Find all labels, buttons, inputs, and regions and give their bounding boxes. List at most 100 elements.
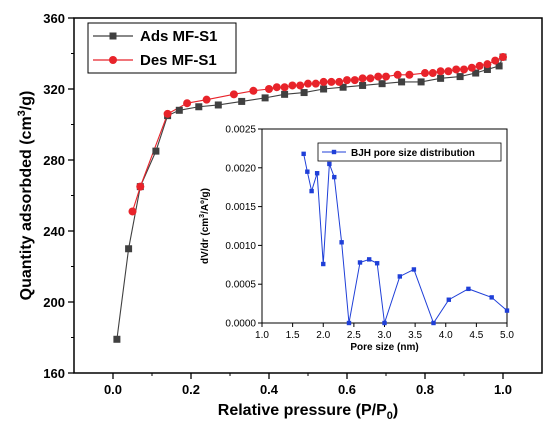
des-data-point xyxy=(374,72,383,81)
bjh-data-point xyxy=(489,295,494,300)
main-axis-ticks: 0.0 0.2 0.4 0.6 0.8 1.0 160 200 240 280 320 360 xyxy=(43,11,512,397)
ads-data-point xyxy=(378,80,386,88)
ads-data-point xyxy=(483,65,491,73)
inset-y-axis-title: dV/dr (cm3/Aº/g) xyxy=(199,188,211,264)
main-series-layer xyxy=(113,53,507,343)
main-x-axis-title-base: Relative pressure (P/P xyxy=(218,402,387,419)
des-data-point xyxy=(483,60,492,69)
des-data-point xyxy=(467,63,476,72)
ads-data-point xyxy=(195,103,203,111)
inset-x-tick-label: 1.0 xyxy=(255,330,269,341)
inset-x-tick-label: 5.0 xyxy=(500,330,514,341)
inset-x-tick-label: 3.5 xyxy=(408,330,422,341)
des-data-point xyxy=(183,99,192,108)
ads-data-point xyxy=(339,83,347,91)
bjh-data-point xyxy=(382,320,387,326)
ads-data-point xyxy=(238,97,246,105)
bjh-data-point xyxy=(446,297,452,302)
inset-y-tick-label: 0.0000 xyxy=(225,319,256,330)
inset-legend: BJH pore size distribution xyxy=(317,142,502,162)
des-data-point xyxy=(343,76,351,85)
des-data-point xyxy=(491,56,500,65)
des-data-point xyxy=(163,109,172,118)
inset-x-tick-label: 4.0 xyxy=(439,330,453,341)
inset-series-layer xyxy=(301,151,510,326)
ads-data-point xyxy=(320,85,328,93)
inset-y-axis-title-base: dV/dr (cm xyxy=(200,218,211,264)
bjh-data-point xyxy=(339,240,344,245)
des-data-point xyxy=(366,74,375,83)
ads-data-point xyxy=(359,81,367,89)
des-data-point xyxy=(202,95,211,104)
des-data-point xyxy=(280,83,289,92)
inset-y-axis-title-tail: /Aº/g) xyxy=(200,188,211,214)
main-y-axis-title: Quantity adsorbded (cm3/g) xyxy=(16,91,35,301)
main-x-tick-label: 0.2 xyxy=(182,382,200,397)
main-y-axis-title-tail: /g) xyxy=(18,91,35,111)
ads-data-point xyxy=(175,106,183,114)
main-y-tick-label: 320 xyxy=(43,82,65,97)
inset-y-tick-label: 0.0015 xyxy=(225,202,256,213)
main-x-tick-label: 0.4 xyxy=(260,382,279,397)
des-data-point xyxy=(436,67,445,76)
des-data-point xyxy=(311,79,320,88)
main-x-axis-title-subscript: 0 xyxy=(387,410,393,422)
bjh-data-point xyxy=(346,320,352,326)
inset-y-tick-label: 0.0010 xyxy=(225,241,256,252)
main-x-axis-title: Relative pressure (P/P0) xyxy=(218,402,398,422)
ads-data-point xyxy=(456,73,464,81)
main-x-tick-label: 0.0 xyxy=(104,382,122,397)
bjh-data-point xyxy=(397,274,403,279)
main-x-tick-label: 0.8 xyxy=(416,382,434,397)
legend-des-label: Des MF-S1 xyxy=(140,52,217,69)
main-x-axis-title-tail: ) xyxy=(393,402,398,419)
ads-data-point xyxy=(113,335,121,343)
bjh-data-point xyxy=(314,171,320,176)
des-data-point xyxy=(272,83,281,92)
ads-data-point xyxy=(495,62,503,70)
inset-legend-label: BJH pore size distribution xyxy=(351,148,475,159)
bjh-data-point xyxy=(466,286,471,292)
main-y-tick-label: 160 xyxy=(43,366,65,381)
ads-data-point xyxy=(281,90,289,98)
inset-y-axis-title-superscript: 3 xyxy=(199,214,206,218)
inset-y-tick-label: 0.0025 xyxy=(225,125,256,136)
des-data-point xyxy=(128,207,137,216)
bjh-data-point xyxy=(504,308,510,313)
des-data-point xyxy=(350,76,359,85)
legend-ads-marker xyxy=(109,32,117,40)
main-x-tick-label: 0.6 xyxy=(338,382,356,397)
des-data-point xyxy=(358,74,367,83)
inset-x-tick-label: 3.0 xyxy=(378,330,392,341)
main-y-tick-label: 280 xyxy=(43,153,65,168)
bjh-data-point xyxy=(332,174,337,180)
des-data-point xyxy=(393,70,402,79)
des-data-point xyxy=(229,90,238,99)
bjh-data-point xyxy=(305,169,310,174)
main-legend: Ads MF-S1 Des MF-S1 xyxy=(87,22,237,74)
des-data-point xyxy=(499,53,507,62)
ads-data-point xyxy=(214,101,222,109)
des-data-point xyxy=(265,85,273,93)
bjh-data-point xyxy=(301,151,306,157)
ads-data-point xyxy=(300,89,308,97)
bjh-data-point xyxy=(366,257,372,262)
des-data-point xyxy=(136,182,145,191)
ads-data-point xyxy=(472,69,480,77)
des-data-point xyxy=(405,70,414,79)
des-data-point xyxy=(475,61,484,70)
main-y-tick-label: 240 xyxy=(43,224,65,239)
des-data-point xyxy=(428,69,437,78)
des-data-point xyxy=(460,65,468,74)
des-data-point xyxy=(421,69,429,78)
main-y-axis-title-superscript: 3 xyxy=(16,110,28,116)
main-y-axis-title-base: Quantity adsorbded (cm xyxy=(18,116,35,300)
des-data-point xyxy=(452,65,461,74)
bjh-data-point xyxy=(309,188,314,194)
main-y-tick-label: 360 xyxy=(43,11,65,26)
inset-x-tick-label: 4.5 xyxy=(469,330,483,341)
bjh-data-point xyxy=(321,261,326,267)
main-legend-box xyxy=(87,22,237,74)
bjh-data-point xyxy=(411,267,417,272)
